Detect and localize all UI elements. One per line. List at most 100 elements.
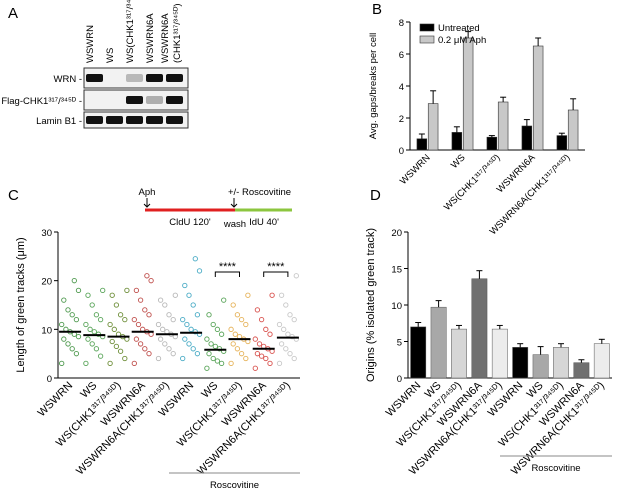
y-tick-label: 15 [391,265,402,276]
data-point [170,351,176,357]
data-point [283,302,289,308]
data-point [135,321,142,328]
bar [416,138,428,151]
significance-label: **** [267,261,285,273]
data-point [204,365,210,371]
data-point [75,287,82,294]
data-point [252,336,258,342]
data-point [93,346,100,352]
data-point [111,326,117,332]
y-tick-label: 8 [399,18,404,29]
data-point [172,292,178,298]
bar [491,328,508,379]
x-tick-label: WS [449,152,468,171]
data-point [109,292,115,298]
data-point [194,312,201,318]
row-label: Flag-CHK1³¹⁷/³⁴⁵ᴰ - [1,96,82,107]
data-point [133,336,140,342]
legend-label: Untreated [438,23,480,34]
data-point [109,338,115,345]
y-tick-label: 20 [391,228,402,239]
y-tick-label: 0 [399,146,404,157]
data-point [97,316,104,323]
blot-band [166,74,183,82]
data-point [228,360,234,367]
data-point [214,358,221,364]
arrow [143,198,238,208]
lane-label: WSWRN6A [145,13,156,63]
data-point [117,348,124,354]
data-point [180,355,186,362]
data-point [166,346,172,352]
significance-bracket [214,271,240,277]
bar [532,354,549,379]
data-point [71,278,77,284]
data-point [166,312,172,318]
blot-band [146,116,163,124]
data-point [278,292,285,298]
data-point [252,365,258,371]
data-point [208,341,214,347]
data-point [73,351,80,357]
data-point [276,321,283,328]
y-tick-label: 10 [41,325,52,336]
data-point [291,355,297,362]
data-point [133,287,140,294]
data-point [184,321,190,328]
data-point [254,307,261,313]
blot-band [126,96,143,104]
data-point [206,312,212,318]
data-point [258,316,265,323]
data-point [162,341,168,347]
y-tick-label: 6 [399,50,404,61]
data-point [75,333,82,340]
data-point [83,321,89,328]
data-point [287,312,293,318]
data-point [97,353,104,359]
data-point [212,343,218,350]
data-point [190,346,196,352]
data-point [107,360,113,367]
data-point [65,307,71,313]
timeline-label: IdU 40' [249,217,279,228]
data-point [238,316,245,323]
data-point [182,282,188,289]
data-point [157,336,164,342]
data-point [243,321,249,328]
blot-band [126,116,143,124]
data-point [131,360,137,367]
significance-label: **** [219,261,237,273]
bar [451,328,467,379]
data-point [59,360,65,367]
data-point [267,360,273,367]
data-point [157,297,164,303]
timeline-label: +/- Roscovitine [228,187,291,198]
lane-label: WS [105,48,116,63]
data-point [287,351,293,357]
data-point [146,351,152,357]
y-tick-label: 30 [41,228,52,239]
bar [462,37,474,151]
data-point [65,341,71,347]
blot-band [146,96,163,104]
data-point [263,326,269,332]
y-tick-label: 0 [47,374,52,385]
data-point [186,341,192,347]
data-point [204,336,210,342]
data-point [73,316,80,323]
y-tick-label: 4 [399,82,404,93]
lane-label: WS(CHK1³¹⁷/³⁴⁵ᴰ) [125,0,136,63]
data-point [283,346,289,352]
lane-label: WSWRN [85,25,96,63]
timeline-label: Aph [139,187,156,198]
data-point [148,278,154,284]
timeline-label: CldU 120' [169,217,211,228]
data-point [210,321,216,328]
data-point [131,316,137,323]
data-point [256,341,263,347]
data-point [230,302,236,308]
y-axis-label: Length of green tracks (μm) [15,237,27,372]
data-point [230,341,236,347]
data-point [100,287,106,294]
data-point [113,343,120,350]
